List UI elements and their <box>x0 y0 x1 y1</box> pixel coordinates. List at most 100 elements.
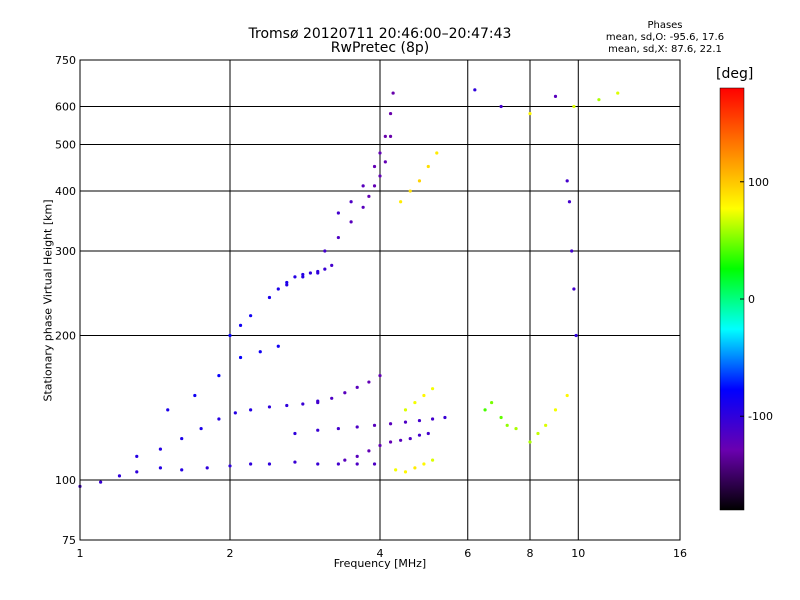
data-point <box>323 267 327 271</box>
data-point <box>367 449 371 453</box>
x-tick-label: 1 <box>77 547 84 560</box>
data-point <box>355 454 359 459</box>
data-point <box>422 393 426 398</box>
data-point <box>616 91 620 95</box>
data-point <box>372 164 377 169</box>
data-point <box>293 275 297 279</box>
colorbar-tick-label: 100 <box>748 176 769 189</box>
data-point <box>426 431 430 436</box>
data-point <box>413 466 417 470</box>
x-tick-label: 4 <box>377 547 384 560</box>
data-point <box>378 443 382 448</box>
data-point <box>323 249 327 253</box>
data-point <box>403 470 408 474</box>
data-points <box>78 88 620 488</box>
data-point <box>553 94 558 98</box>
data-point <box>285 280 289 285</box>
data-point <box>349 220 353 224</box>
x-axis-label: Frequency [MHz] <box>333 557 427 570</box>
data-point <box>166 408 170 412</box>
data-point <box>378 174 382 178</box>
data-point <box>408 189 412 193</box>
data-point <box>528 440 532 444</box>
data-point <box>378 374 382 378</box>
data-point <box>422 462 426 466</box>
colorbar-ticks: 100 0 -100 <box>740 176 773 423</box>
data-point <box>330 396 334 400</box>
data-point <box>258 350 262 354</box>
data-point <box>249 408 253 412</box>
data-point <box>565 393 569 398</box>
colorbar-tick-label: -100 <box>748 410 773 423</box>
y-tick-label: 100 <box>55 474 76 487</box>
data-point <box>570 249 574 253</box>
data-point <box>135 470 139 474</box>
data-point <box>394 468 398 472</box>
data-point <box>316 269 320 274</box>
y-tick-label: 200 <box>55 330 76 343</box>
data-point <box>233 411 237 415</box>
y-tick-label: 600 <box>55 101 76 114</box>
colorbar-unit-label: [deg] <box>716 66 754 82</box>
data-point <box>473 88 477 92</box>
data-point <box>349 200 353 204</box>
data-point <box>417 179 422 183</box>
data-point <box>228 464 232 468</box>
x-tick-label: 8 <box>527 547 534 560</box>
data-point <box>391 91 395 95</box>
data-point <box>574 333 578 338</box>
data-point <box>383 134 387 138</box>
y-tick-label: 300 <box>55 245 76 258</box>
data-point <box>413 400 417 405</box>
data-point <box>293 460 297 464</box>
data-point <box>388 440 393 444</box>
chart-subtitle: RwPretec (8p) <box>330 40 430 56</box>
colorbar-tick-label: 0 <box>748 293 755 306</box>
data-point <box>336 462 340 466</box>
data-point <box>361 184 365 188</box>
data-point <box>117 474 122 478</box>
data-point <box>499 415 503 420</box>
x-tick-label: 6 <box>464 547 471 560</box>
data-point <box>238 323 243 327</box>
data-point <box>343 458 347 462</box>
y-axis-ticks: 75 100 200 300 400 500 600 750 <box>55 54 76 547</box>
data-point <box>217 374 221 378</box>
data-point <box>408 436 412 441</box>
data-point <box>372 462 377 466</box>
data-point <box>158 466 163 470</box>
data-point <box>301 275 305 279</box>
data-point <box>316 428 320 432</box>
data-point <box>483 408 487 412</box>
data-point <box>572 287 576 291</box>
data-point <box>367 194 371 198</box>
data-point <box>199 426 203 431</box>
data-point <box>193 393 197 398</box>
data-point <box>285 403 289 408</box>
data-point <box>180 468 184 472</box>
stats-line-x: mean, sd,X: 87.6, 22.1 <box>608 44 722 55</box>
data-point <box>403 420 408 424</box>
data-point <box>135 454 139 459</box>
data-point <box>267 295 272 300</box>
data-point <box>553 408 558 412</box>
data-point <box>336 235 340 240</box>
data-point <box>443 415 447 420</box>
data-point <box>430 387 435 391</box>
y-axis-label: Stationary phase Virtual Height [km] <box>41 199 55 402</box>
data-point <box>426 164 430 169</box>
data-point <box>293 431 297 436</box>
x-tick-label: 2 <box>227 547 234 560</box>
data-point <box>388 134 393 138</box>
data-point <box>276 344 280 348</box>
data-point <box>205 466 209 470</box>
data-point <box>417 418 422 423</box>
data-point <box>403 408 408 412</box>
y-tick-label: 400 <box>55 185 76 198</box>
data-point <box>308 271 313 275</box>
data-point <box>158 447 163 451</box>
data-point <box>267 405 272 409</box>
x-tick-label: 10 <box>571 547 585 560</box>
x-tick-label: 16 <box>673 547 687 560</box>
